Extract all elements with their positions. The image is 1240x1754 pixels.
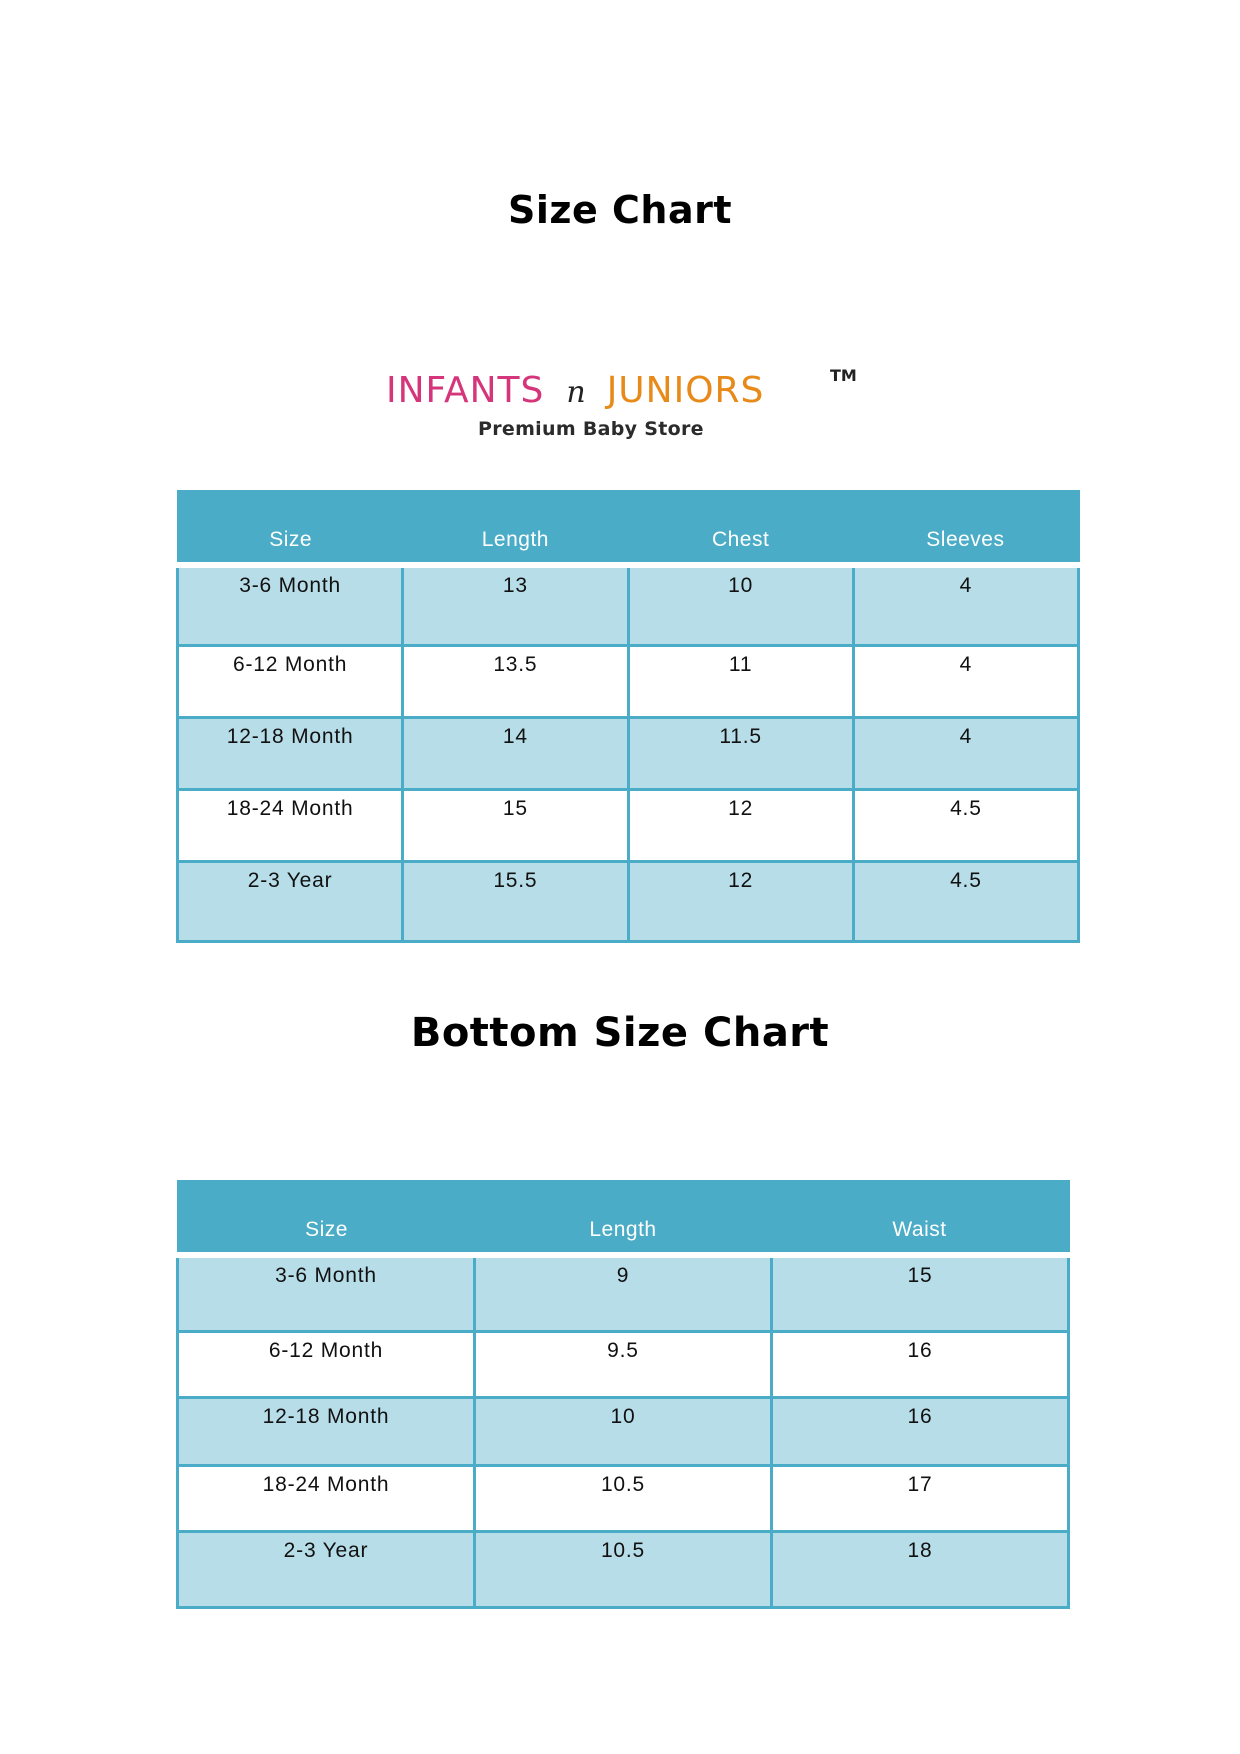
cell-chest: 11.5: [626, 717, 855, 791]
table-header-row: Size Length Waist: [177, 1181, 1069, 1258]
table-row: 12-18 Month 14 11.5 4: [175, 717, 1081, 791]
table-row: 18-24 Month 15 12 4.5: [175, 789, 1081, 863]
cell-waist: 18: [769, 1531, 1071, 1609]
logo-trademark: TM: [830, 366, 857, 385]
table-row: 12-18 Month 10 16: [176, 1397, 1071, 1467]
table-header-row: Size Length Chest Sleeves: [177, 491, 1079, 568]
cell-sleeves: 4: [851, 565, 1081, 647]
column-header-size: Size: [177, 1181, 475, 1258]
cell-length: 15.5: [401, 861, 630, 943]
table-row: 2-3 Year 15.5 12 4.5: [175, 861, 1081, 943]
cell-waist: 16: [769, 1331, 1071, 1399]
cell-size: 6-12 Month: [176, 1331, 476, 1399]
cell-size: 12-18 Month: [175, 717, 405, 791]
cell-length: 10: [472, 1397, 773, 1467]
cell-chest: 10: [626, 565, 855, 647]
table-row: 6-12 Month 9.5 16: [176, 1331, 1071, 1399]
logo-connector: n: [566, 375, 587, 410]
table-row: 6-12 Month 13.5 11 4: [175, 645, 1081, 719]
cell-size: 18-24 Month: [176, 1465, 476, 1533]
top-size-table: Size Length Chest Sleeves 3-6 Month 13 1…: [175, 490, 1081, 943]
cell-size: 6-12 Month: [175, 645, 405, 719]
logo-infants: INFANTS: [386, 370, 545, 411]
column-header-chest: Chest: [628, 491, 854, 568]
cell-chest: 12: [626, 789, 855, 863]
logo-tagline: Premium Baby Store: [478, 418, 704, 440]
cell-chest: 12: [626, 861, 855, 943]
cell-size: 2-3 Year: [176, 1531, 476, 1609]
table-row: 3-6 Month 9 15: [176, 1255, 1071, 1333]
column-header-sleeves: Sleeves: [853, 491, 1079, 568]
cell-size: 3-6 Month: [176, 1255, 476, 1333]
brand-logo: INFANTS n JUNIORS TM Premium Baby Store: [386, 366, 857, 456]
column-header-length: Length: [474, 1181, 772, 1258]
cell-length: 13: [401, 565, 630, 647]
cell-size: 12-18 Month: [176, 1397, 476, 1467]
column-header-waist: Waist: [771, 1181, 1069, 1258]
cell-sleeves: 4: [851, 645, 1081, 719]
cell-length: 14: [401, 717, 630, 791]
column-header-size: Size: [177, 491, 403, 568]
logo-wordmark: INFANTS n JUNIORS: [386, 366, 764, 416]
cell-length: 9: [472, 1255, 773, 1333]
cell-length: 15: [401, 789, 630, 863]
cell-size: 3-6 Month: [175, 565, 405, 647]
cell-waist: 15: [769, 1255, 1071, 1333]
table-row: 2-3 Year 10.5 18: [176, 1531, 1071, 1609]
page-title: Size Chart: [507, 188, 732, 232]
cell-size: 18-24 Month: [175, 789, 405, 863]
cell-size: 2-3 Year: [175, 861, 405, 943]
logo-juniors: JUNIORS: [606, 370, 765, 411]
cell-chest: 11: [626, 645, 855, 719]
cell-length: 10.5: [472, 1465, 773, 1533]
column-header-length: Length: [402, 491, 628, 568]
table-row: 18-24 Month 10.5 17: [176, 1465, 1071, 1533]
bottom-size-table: Size Length Waist 3-6 Month 9 15 6-12 Mo…: [176, 1180, 1071, 1609]
cell-length: 13.5: [401, 645, 630, 719]
cell-waist: 16: [769, 1397, 1071, 1467]
cell-length: 9.5: [472, 1331, 773, 1399]
table-row: 3-6 Month 13 10 4: [175, 565, 1081, 647]
cell-sleeves: 4.5: [851, 789, 1081, 863]
section-title: Bottom Size Chart: [410, 1010, 830, 1056]
cell-sleeves: 4: [851, 717, 1081, 791]
cell-waist: 17: [769, 1465, 1071, 1533]
cell-sleeves: 4.5: [851, 861, 1081, 943]
cell-length: 10.5: [472, 1531, 773, 1609]
